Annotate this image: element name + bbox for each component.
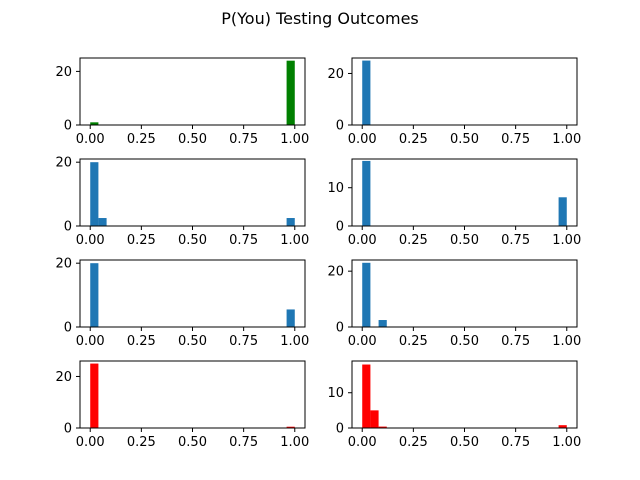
y-tick-label: 0 — [336, 220, 344, 235]
histogram-bar — [362, 262, 371, 327]
x-tick-label: 0.25 — [399, 233, 428, 248]
histogram-bar — [286, 60, 295, 125]
x-tick-label: 0.75 — [501, 132, 530, 147]
x-tick-label: 0.50 — [450, 334, 479, 349]
x-tick-label: 0.75 — [501, 233, 530, 248]
x-tick-label: 0.50 — [178, 435, 207, 450]
subplot-row-2-left: 0.00 0.25 0.50 0.75 1.00 0 20 — [55, 156, 309, 248]
x-tick-label: 0.00 — [76, 132, 105, 147]
figure-title: P(You) Testing Outcomes — [221, 9, 419, 28]
histogram-bar — [362, 60, 371, 126]
x-tick-label: 1.00 — [552, 334, 581, 349]
x-tick-label: 0.50 — [178, 132, 207, 147]
subplot-row-1-right: 0.00 0.25 0.50 0.75 1.00 0 20 — [327, 57, 581, 147]
x-tick-label: 0.25 — [399, 435, 428, 450]
x-tick-label: 0.00 — [348, 233, 377, 248]
subplot-row-3-left: 0.00 0.25 0.50 0.75 1.00 0 20 — [55, 257, 309, 349]
y-tick-label: 20 — [327, 67, 344, 82]
histogram-bar — [362, 160, 371, 226]
x-tick-label: 0.25 — [399, 132, 428, 147]
y-tick-label: 20 — [327, 265, 344, 280]
histogram-bar — [98, 218, 107, 226]
x-tick-label: 0.75 — [501, 334, 530, 349]
x-tick-label: 1.00 — [280, 435, 309, 450]
y-tick-label: 20 — [55, 65, 72, 80]
x-tick-label: 0.75 — [229, 132, 258, 147]
x-tick-label: 0.00 — [76, 334, 105, 349]
x-tick-label: 0.25 — [127, 435, 156, 450]
x-tick-label: 0.50 — [450, 435, 479, 450]
histogram-bar — [378, 320, 387, 327]
histogram-bar — [378, 426, 387, 428]
x-tick-label: 0.50 — [178, 233, 207, 248]
x-tick-label: 0.75 — [229, 435, 258, 450]
x-tick-label: 0.25 — [399, 334, 428, 349]
subplot-row-3-right: 0.00 0.25 0.50 0.75 1.00 0 20 — [327, 259, 581, 349]
subplot-row-2-right: 0.00 0.25 0.50 0.75 1.00 0 10 — [327, 158, 581, 248]
x-tick-label: 1.00 — [280, 132, 309, 147]
x-tick-label: 1.00 — [552, 132, 581, 147]
x-tick-label: 1.00 — [280, 233, 309, 248]
x-tick-label: 0.50 — [178, 334, 207, 349]
histogram-bar — [90, 363, 99, 428]
histogram-bar — [90, 263, 99, 327]
y-tick-label: 0 — [64, 422, 72, 437]
x-tick-label: 1.00 — [280, 334, 309, 349]
subplot-row-4-left: 0.00 0.25 0.50 0.75 1.00 0 20 — [55, 360, 309, 450]
x-tick-label: 1.00 — [552, 435, 581, 450]
x-tick-label: 0.50 — [450, 233, 479, 248]
x-tick-label: 0.00 — [76, 435, 105, 450]
histogram-bar — [90, 162, 99, 226]
x-tick-label: 0.50 — [450, 132, 479, 147]
y-tick-label: 10 — [327, 181, 344, 196]
x-tick-label: 0.75 — [229, 233, 258, 248]
y-tick-label: 0 — [336, 119, 344, 134]
x-tick-label: 0.75 — [501, 435, 530, 450]
histogram-bar — [370, 410, 379, 428]
x-tick-label: 0.00 — [348, 435, 377, 450]
x-tick-label: 0.25 — [127, 233, 156, 248]
histogram-bar — [286, 309, 295, 327]
histogram-bar — [558, 197, 567, 226]
y-tick-label: 10 — [327, 386, 344, 401]
histogram-bar — [286, 426, 295, 428]
y-tick-label: 0 — [64, 220, 72, 235]
histogram-bar — [558, 425, 567, 428]
x-tick-label: 0.75 — [229, 334, 258, 349]
subplot-grid: 0.00 0.25 0.50 0.75 1.00 0 20 0.00 0.25 0.50 0.75 1… — [55, 57, 581, 450]
y-tick-label: 0 — [336, 321, 344, 336]
y-tick-label: 0 — [64, 321, 72, 336]
x-tick-label: 0.00 — [76, 233, 105, 248]
subplot-row-4-right: 0.00 0.25 0.50 0.75 1.00 0 10 — [327, 360, 581, 450]
x-tick-label: 1.00 — [552, 233, 581, 248]
x-tick-label: 0.25 — [127, 132, 156, 147]
y-tick-label: 20 — [55, 156, 72, 171]
histogram-bar — [362, 364, 371, 428]
x-tick-label: 0.25 — [127, 334, 156, 349]
x-tick-label: 0.00 — [348, 132, 377, 147]
y-tick-label: 0 — [336, 422, 344, 437]
histogram-bar — [90, 122, 99, 125]
y-tick-label: 0 — [64, 119, 72, 134]
subplot-row-1-left: 0.00 0.25 0.50 0.75 1.00 0 20 — [55, 57, 309, 147]
y-tick-label: 20 — [55, 370, 72, 385]
y-tick-label: 20 — [55, 257, 72, 272]
histogram-bar — [286, 218, 295, 226]
x-tick-label: 0.00 — [348, 334, 377, 349]
